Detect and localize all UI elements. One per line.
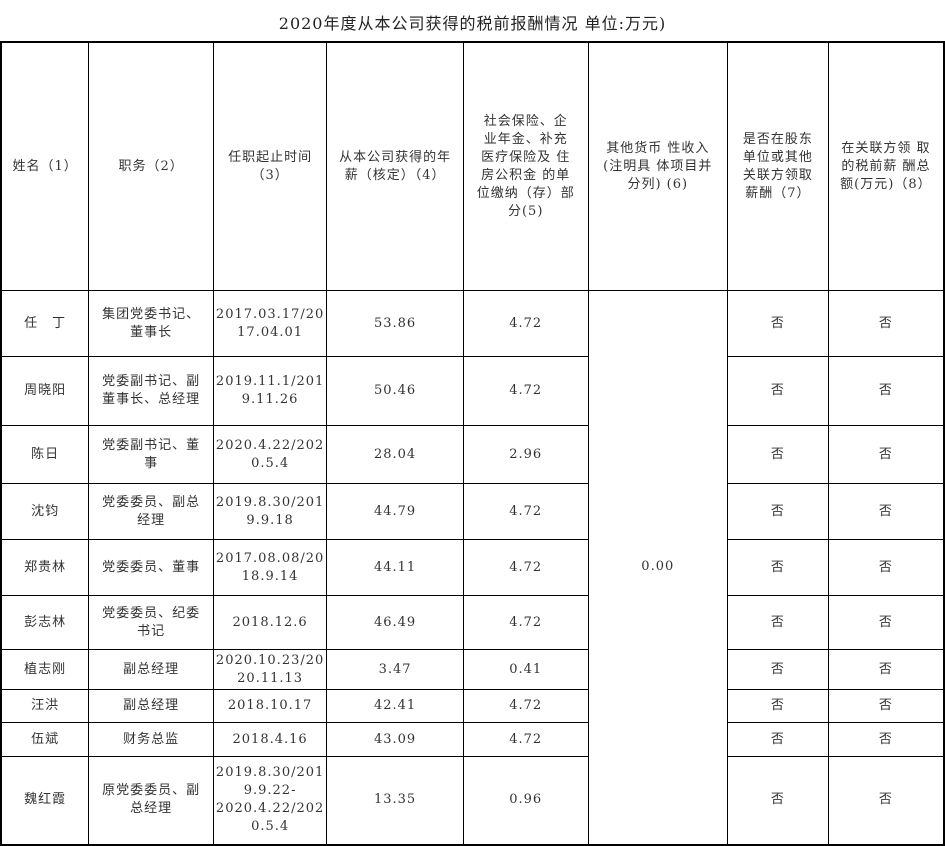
- table-row: 任 丁集团党委书记、 董事长 2017.03.17/20 17.04.01 53.8…: [0, 290, 945, 845]
- header-insurance: 社会保险、企 业年金、补充 医疗保险及 住 房公积金 的单 位缴纳（存）部 分(…: [462, 41, 589, 291]
- compensation-table: 姓名（1） 职务（2） 任职起止时间 （3） 从本公司获得的年 薪（核定）（4）…: [0, 41, 945, 846]
- cell-term: 2019.11.1/201 9.11.26: [212, 356, 328, 426]
- cell-salary: 44.79: [326, 483, 464, 540]
- cell-salary: 28.04: [326, 425, 464, 484]
- cell-position: 党委副书记、副 董事长、总经理: [88, 356, 214, 426]
- cell-related-pay: 否: [827, 595, 945, 650]
- cell-insurance: 0.96: [462, 756, 589, 845]
- table-row: 彭志林 党委委员、纪委 书记 2018.12.6 46.49 4.72 否否: [0, 595, 945, 650]
- cell-position: 党委副书记、董 事: [88, 425, 214, 484]
- cell-insurance: 2.96: [462, 425, 589, 484]
- table-title: 2020年度从本公司获得的税前报酬情况 单位:万元): [278, 14, 667, 33]
- cell-insurance: 4.72: [462, 290, 589, 357]
- cell-shareholder: 否: [727, 756, 829, 845]
- cell-name: 郑贵林: [0, 539, 90, 596]
- table-row: 汪洪 副总经理 2018.10.17 42.41 4.72 否否: [0, 689, 945, 723]
- cell-salary: 3.47: [326, 649, 464, 690]
- cell-name: 伍斌: [0, 722, 90, 757]
- cell-salary: 13.35: [326, 756, 464, 845]
- table-row: 伍斌 财务总监 2018.4.16 43.09 4.72 否否: [0, 722, 945, 757]
- table-row: 植志刚 副总经理 2020.10.23/20 20.11.13 3.47 0.41 否否: [0, 649, 945, 690]
- cell-term: 2019.8.30/201 9.9.22- 2020.4.22/202 0.5.…: [212, 756, 328, 845]
- cell-related-pay: 否: [827, 539, 945, 596]
- header-shareholder: 是否在股东 单位或其他 关联方领取 薪酬（7）: [727, 41, 829, 291]
- cell-position: 副总经理: [88, 649, 214, 690]
- cell-position: 财务总监: [88, 722, 214, 757]
- cell-shareholder: 否: [727, 483, 829, 540]
- cell-term: 2017.08.08/20 18.9.14: [212, 539, 328, 596]
- cell-salary: 42.41: [326, 689, 464, 723]
- cell-shareholder: 否: [727, 649, 829, 690]
- table-row: 沈钧 党委委员、副总 经理 2019.8.30/201 9.9.18 44.79 4.7…: [0, 483, 945, 540]
- cell-name: 陈日: [0, 425, 90, 484]
- table-row: 郑贵林 党委委员、董事 2017.08.08/20 18.9.14 44.11 4.72…: [0, 539, 945, 596]
- cell-name: 任 丁: [0, 290, 90, 357]
- header-other-income: 其他货币 性收入 (注明具 体项目并 分列) (6): [587, 41, 729, 291]
- cell-shareholder: 否: [727, 290, 829, 357]
- cell-name: 周晓阳: [0, 356, 90, 426]
- cell-salary: 46.49: [326, 595, 464, 650]
- cell-position: 党委委员、纪委 书记: [88, 595, 214, 650]
- cell-shareholder: 否: [727, 595, 829, 650]
- cell-related-pay: 否: [827, 290, 945, 357]
- cell-term: 2018.10.17: [212, 689, 328, 723]
- cell-term: 2018.12.6: [212, 595, 328, 650]
- cell-shareholder: 否: [727, 539, 829, 596]
- cell-insurance: 4.72: [462, 722, 589, 757]
- cell-position: 党委委员、副总 经理: [88, 483, 214, 540]
- cell-position: 原党委委员、副 总经理: [88, 756, 214, 845]
- cell-insurance: 4.72: [462, 595, 589, 650]
- cell-position: 党委委员、董事: [88, 539, 214, 596]
- cell-insurance: 0.41: [462, 649, 589, 690]
- cell-position: 集团党委书记、 董事长: [88, 290, 214, 357]
- cell-term: 2020.4.22/202 0.5.4: [212, 425, 328, 484]
- cell-related-pay: 否: [827, 689, 945, 723]
- cell-name: 魏红霞: [0, 756, 90, 845]
- header-name: 姓名（1）: [0, 41, 90, 291]
- cell-insurance: 4.72: [462, 483, 589, 540]
- cell-shareholder: 否: [727, 356, 829, 426]
- cell-other-income: 0.00: [587, 290, 729, 845]
- header-row: 姓名（1） 职务（2） 任职起止时间 （3） 从本公司获得的年 薪（核定）（4）…: [0, 41, 945, 291]
- header-salary: 从本公司获得的年 薪（核定）（4）: [326, 41, 464, 291]
- table-row: 魏红霞 原党委委员、副 总经理 2019.8.30/201 9.9.22- 2020…: [0, 756, 945, 845]
- cell-salary: 44.11: [326, 539, 464, 596]
- cell-position: 副总经理: [88, 689, 214, 723]
- cell-term: 2017.03.17/20 17.04.01: [212, 290, 328, 357]
- cell-shareholder: 否: [727, 689, 829, 723]
- cell-related-pay: 否: [827, 756, 945, 845]
- cell-name: 汪洪: [0, 689, 90, 723]
- cell-term: 2019.8.30/201 9.9.18: [212, 483, 328, 540]
- cell-insurance: 4.72: [462, 539, 589, 596]
- cell-shareholder: 否: [727, 425, 829, 484]
- cell-name: 彭志林: [0, 595, 90, 650]
- cell-term: 2018.4.16: [212, 722, 328, 757]
- header-related-pay: 在关联方领 取 的税前薪 酬总 额(万元)（8）: [827, 41, 945, 291]
- header-term: 任职起止时间 （3）: [212, 41, 328, 291]
- cell-related-pay: 否: [827, 483, 945, 540]
- cell-related-pay: 否: [827, 722, 945, 757]
- cell-related-pay: 否: [827, 356, 945, 426]
- cell-related-pay: 否: [827, 425, 945, 484]
- cell-shareholder: 否: [727, 722, 829, 757]
- cell-salary: 43.09: [326, 722, 464, 757]
- cell-insurance: 4.72: [462, 356, 589, 426]
- header-position: 职务（2）: [88, 41, 214, 291]
- cell-name: 沈钧: [0, 483, 90, 540]
- cell-related-pay: 否: [827, 649, 945, 690]
- cell-salary: 53.86: [326, 290, 464, 357]
- table-row: 周晓阳 党委副书记、副 董事长、总经理 2019.11.1/201 9.11.26 5…: [0, 356, 945, 426]
- cell-insurance: 4.72: [462, 689, 589, 723]
- cell-term: 2020.10.23/20 20.11.13: [212, 649, 328, 690]
- cell-salary: 50.46: [326, 356, 464, 426]
- cell-name: 植志刚: [0, 649, 90, 690]
- table-row: 陈日 党委副书记、董 事 2020.4.22/202 0.5.4 28.04 2.96 否…: [0, 425, 945, 484]
